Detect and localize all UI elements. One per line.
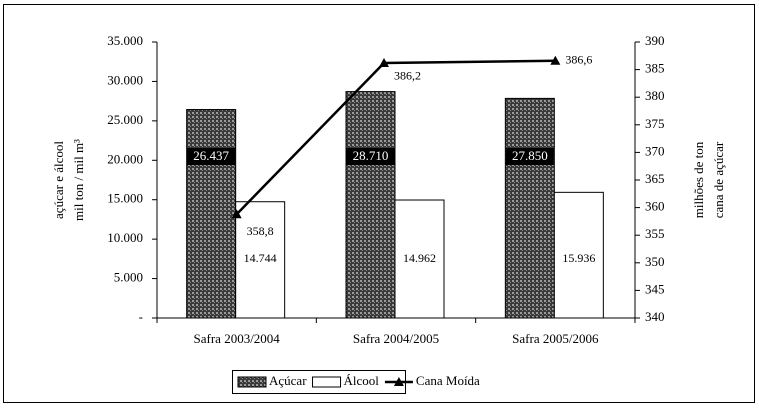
bar bbox=[394, 199, 445, 319]
value-label: 27.850 bbox=[512, 148, 548, 163]
legend-swatch bbox=[312, 376, 342, 388]
y2-tick-label: 370 bbox=[645, 143, 665, 158]
y2-label: cana de açúcar bbox=[711, 141, 726, 218]
bar bbox=[345, 91, 396, 319]
frame bbox=[3, 4, 755, 403]
y-tick-label: 10.000 bbox=[107, 230, 143, 245]
y-tick-label: 20.000 bbox=[107, 151, 143, 166]
y2-tick-label: 385 bbox=[645, 61, 665, 76]
bar bbox=[504, 97, 555, 319]
value-label-bg bbox=[346, 148, 395, 165]
y2-tick-label: 380 bbox=[645, 88, 665, 103]
value-label: 26.437 bbox=[193, 148, 229, 163]
y-tick-label: 35.000 bbox=[107, 33, 143, 48]
y-tick-label: 15.000 bbox=[107, 191, 143, 206]
x-tick-label: Safra 2005/2006 bbox=[512, 331, 599, 346]
y-label: açúcar e álcool bbox=[51, 141, 66, 219]
value-label: 14.962 bbox=[403, 251, 436, 265]
y2-tick-label: 340 bbox=[645, 309, 665, 324]
x-tick-label: Safra 2004/2005 bbox=[353, 331, 439, 346]
y-tick-label: 5.000 bbox=[114, 270, 143, 285]
value-label: 386,2 bbox=[394, 69, 421, 83]
legend-swatch bbox=[237, 376, 267, 388]
value-label: 14.744 bbox=[244, 251, 277, 265]
legend-label: Álcool bbox=[344, 373, 380, 388]
y-tick-label: 30.000 bbox=[107, 72, 143, 87]
x-tick-label: Safra 2003/2004 bbox=[194, 331, 281, 346]
y2-tick-label: 375 bbox=[645, 116, 665, 131]
y2-tick-label: 345 bbox=[645, 281, 665, 296]
marker bbox=[231, 209, 242, 219]
y2-label: milhões de ton bbox=[691, 141, 706, 218]
value-label: 28.710 bbox=[353, 148, 389, 163]
y-tick-label: - bbox=[139, 309, 143, 324]
bar bbox=[553, 191, 604, 319]
bar bbox=[235, 201, 286, 319]
value-label: 15.936 bbox=[562, 251, 595, 265]
y2-tick-label: 360 bbox=[645, 199, 665, 214]
y2-tick-label: 390 bbox=[645, 33, 665, 48]
value-label-bg bbox=[505, 148, 554, 165]
y2-tick-label: 350 bbox=[645, 254, 665, 269]
y-tick-label: 25.000 bbox=[107, 112, 143, 127]
y-label: mil ton / mil m³ bbox=[71, 139, 86, 221]
value-label: 386,6 bbox=[565, 53, 592, 67]
legend-marker bbox=[393, 377, 404, 386]
marker bbox=[379, 57, 389, 67]
value-label: 358,8 bbox=[247, 224, 274, 238]
value-label-bg bbox=[187, 148, 236, 165]
legend-label: Cana Moída bbox=[416, 373, 480, 388]
bar bbox=[186, 109, 237, 319]
y2-tick-label: 355 bbox=[645, 226, 665, 241]
marker bbox=[550, 55, 561, 65]
legend-label: Açúcar bbox=[269, 373, 307, 388]
y2-tick-label: 365 bbox=[645, 171, 665, 186]
